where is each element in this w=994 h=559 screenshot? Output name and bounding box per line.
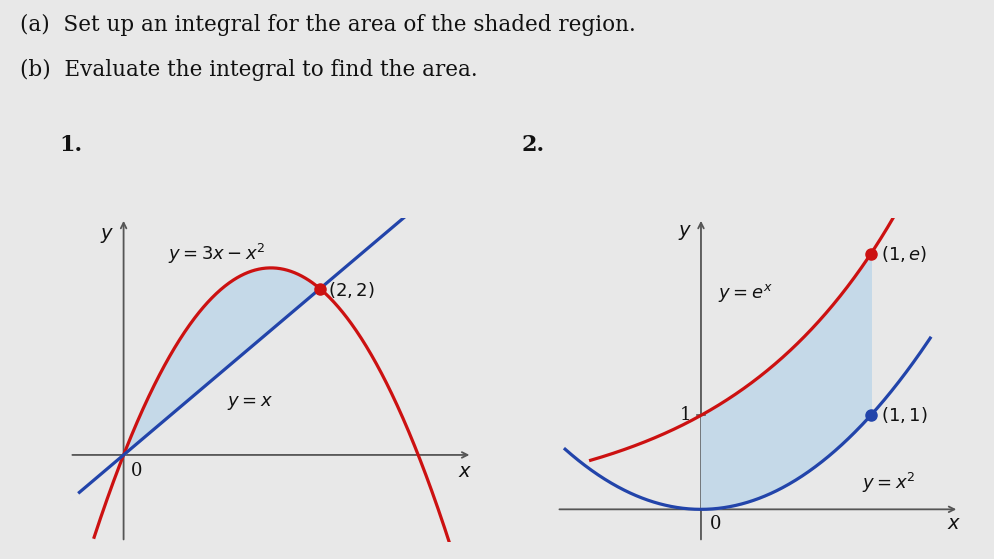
Text: 1: 1 xyxy=(679,406,691,424)
Text: $x$: $x$ xyxy=(946,514,961,533)
Text: $x$: $x$ xyxy=(458,462,472,481)
Text: $y = 3x - x^2$: $y = 3x - x^2$ xyxy=(168,241,265,266)
Text: $(2, 2)$: $(2, 2)$ xyxy=(328,280,375,300)
Text: $(1, e)$: $(1, e)$ xyxy=(881,244,927,264)
Text: $(1, 1)$: $(1, 1)$ xyxy=(881,405,927,425)
Text: $y$: $y$ xyxy=(678,222,693,241)
Text: $y = x$: $y = x$ xyxy=(227,395,272,413)
Text: 0: 0 xyxy=(130,462,142,480)
Text: $y = x^2$: $y = x^2$ xyxy=(863,471,915,495)
Text: $y$: $y$ xyxy=(99,226,113,245)
Text: 2.: 2. xyxy=(522,134,545,156)
Text: $y = e^x$: $y = e^x$ xyxy=(718,282,772,304)
Text: 1.: 1. xyxy=(60,134,83,156)
Text: (b)  Evaluate the integral to find the area.: (b) Evaluate the integral to find the ar… xyxy=(20,59,477,81)
Text: 0: 0 xyxy=(710,515,721,533)
Text: (a)  Set up an integral for the area of the shaded region.: (a) Set up an integral for the area of t… xyxy=(20,14,635,36)
